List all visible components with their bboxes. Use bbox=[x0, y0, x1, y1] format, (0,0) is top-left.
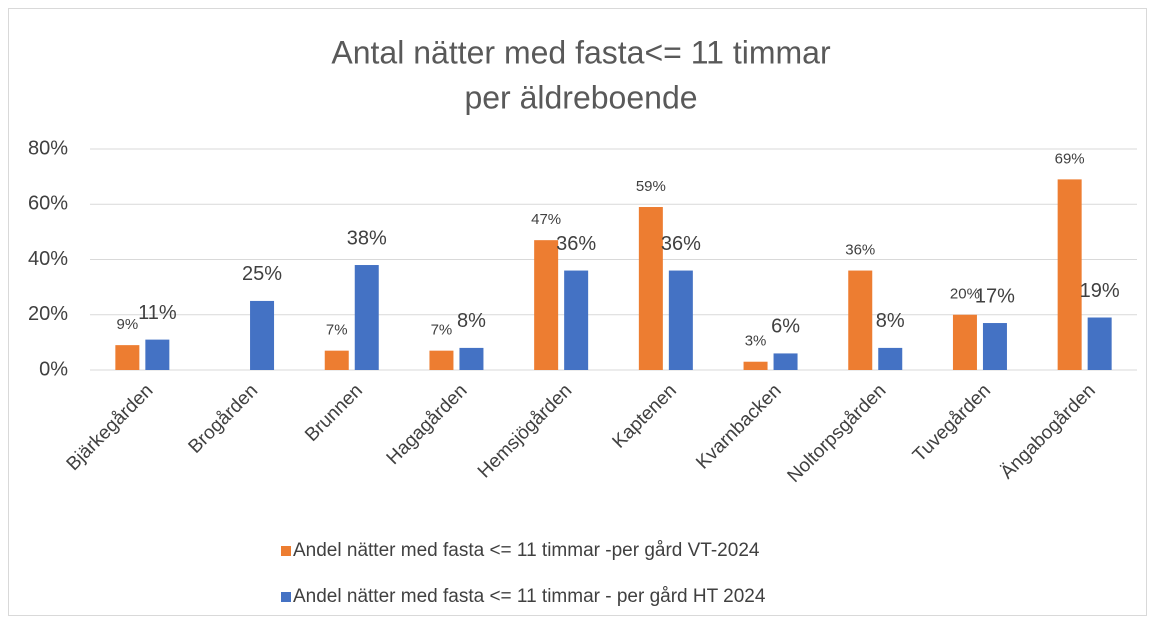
data-label: 7% bbox=[431, 322, 453, 339]
legend-swatch bbox=[281, 592, 291, 602]
data-label: 47% bbox=[531, 211, 561, 228]
y-tick-label: 40% bbox=[28, 248, 68, 270]
data-label: 17% bbox=[975, 285, 1015, 307]
chart-title: per äldreboende bbox=[464, 79, 697, 115]
data-label: 7% bbox=[326, 322, 348, 339]
y-tick-label: 60% bbox=[28, 193, 68, 215]
bar bbox=[354, 265, 379, 370]
legend-label: Andel nätter med fasta <= 11 timmar - pe… bbox=[293, 586, 766, 607]
bar bbox=[878, 347, 903, 370]
bar bbox=[459, 347, 484, 370]
data-label: 36% bbox=[556, 233, 596, 255]
data-label: 38% bbox=[347, 227, 387, 249]
bar bbox=[952, 314, 977, 370]
bar bbox=[982, 323, 1007, 370]
bar bbox=[145, 339, 170, 370]
bar bbox=[1057, 179, 1082, 370]
data-label: 25% bbox=[242, 263, 282, 285]
y-tick-label: 80% bbox=[28, 137, 68, 159]
bar bbox=[250, 300, 275, 370]
y-tick-label: 0% bbox=[39, 358, 68, 380]
data-label: 19% bbox=[1080, 280, 1120, 302]
data-label: 20% bbox=[950, 286, 980, 303]
bar bbox=[848, 270, 873, 370]
data-label: 8% bbox=[457, 310, 486, 332]
data-label: 69% bbox=[1055, 150, 1085, 167]
bar bbox=[115, 345, 140, 370]
bar bbox=[429, 350, 454, 370]
bar bbox=[743, 361, 768, 370]
data-label: 8% bbox=[876, 310, 905, 332]
data-label: 3% bbox=[745, 333, 767, 350]
y-tick-label: 20% bbox=[28, 303, 68, 325]
bar bbox=[638, 207, 663, 370]
bar bbox=[1087, 317, 1112, 370]
data-label: 9% bbox=[117, 316, 139, 333]
legend-label: Andel nätter med fasta <= 11 timmar -per… bbox=[293, 540, 760, 561]
bar bbox=[564, 270, 589, 370]
bar bbox=[324, 350, 349, 370]
data-label: 59% bbox=[636, 178, 666, 195]
data-label: 6% bbox=[771, 316, 800, 338]
bar bbox=[773, 353, 798, 370]
data-label: 36% bbox=[845, 242, 875, 259]
legend-swatch bbox=[281, 546, 291, 556]
chart-title: Antal nätter med fasta<= 11 timmar bbox=[331, 34, 831, 70]
bar bbox=[534, 240, 559, 370]
bar bbox=[668, 270, 693, 370]
data-label: 36% bbox=[661, 233, 701, 255]
data-label: 11% bbox=[138, 302, 177, 324]
